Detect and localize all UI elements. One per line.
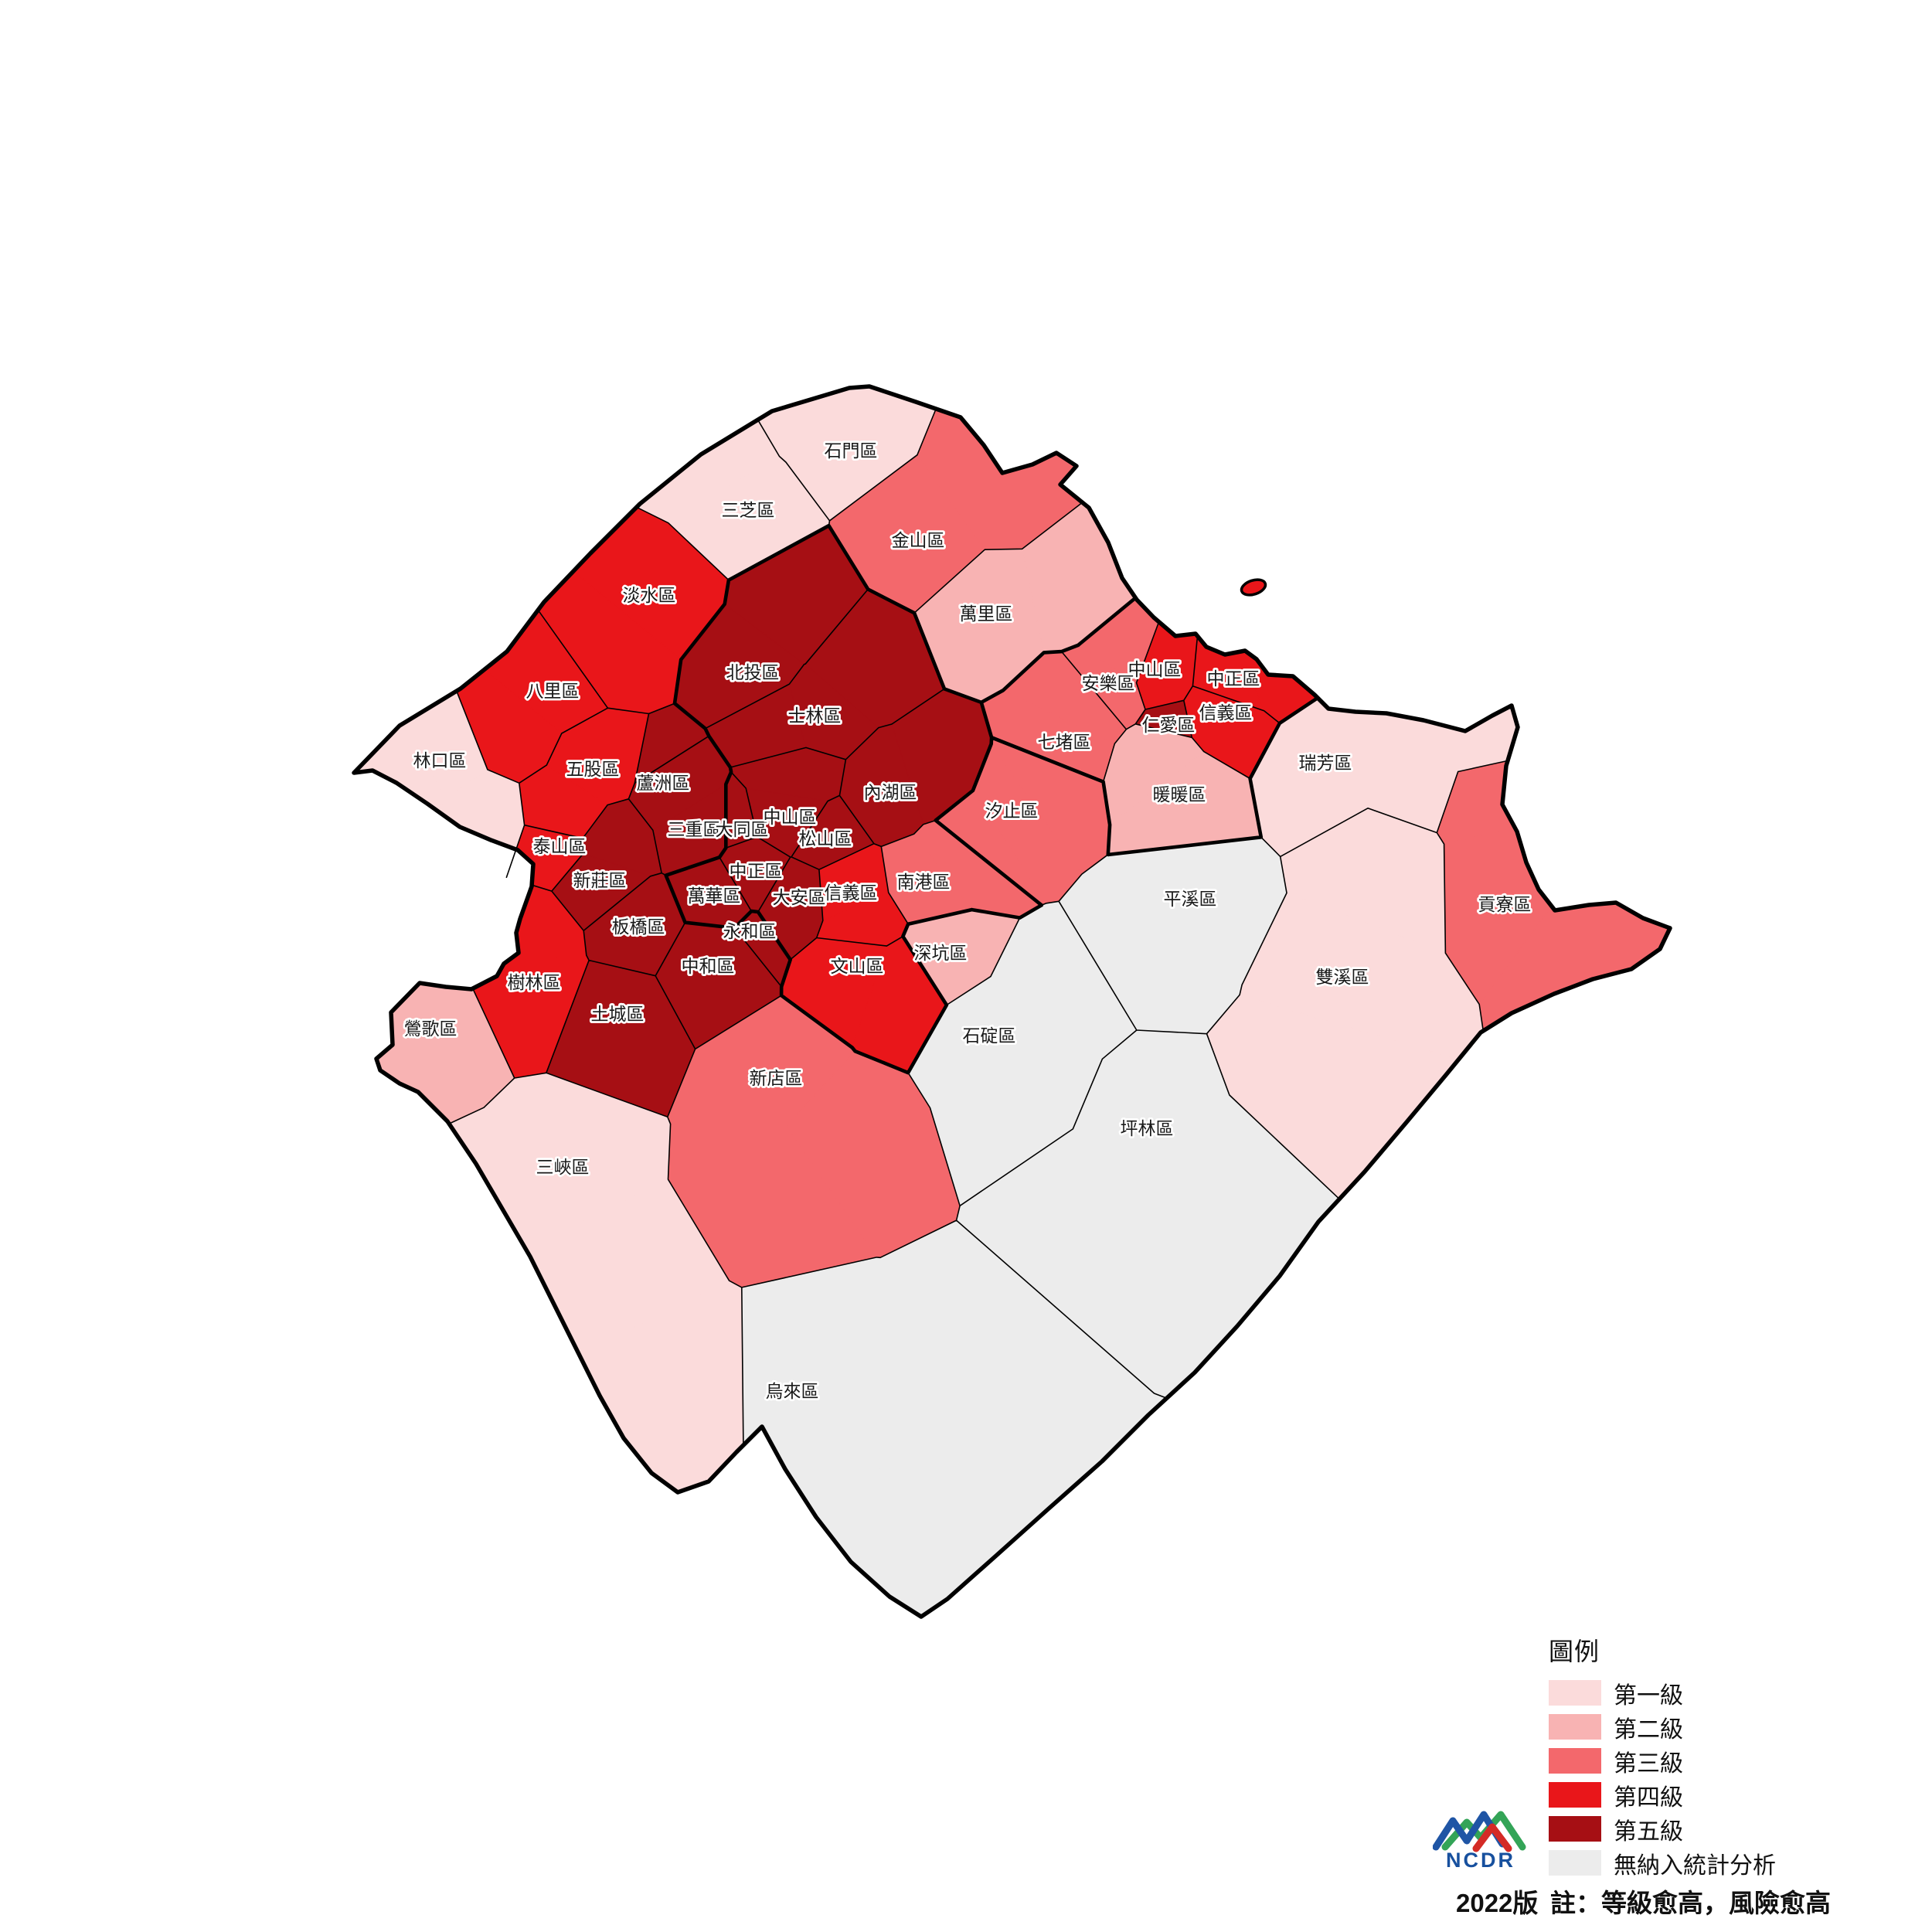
- map-outline: [352, 384, 1672, 1619]
- district-label-wugu: 五股區: [566, 759, 620, 779]
- district-label-songshan: 松山區: [799, 828, 852, 849]
- district-label-shulin: 樹林區: [508, 972, 561, 992]
- logo-text: NCDR: [1446, 1849, 1515, 1870]
- district-label-xinyi-keelung: 信義區: [1199, 702, 1253, 723]
- district-label-pingxi: 平溪區: [1164, 889, 1217, 909]
- district-label-shuangxi: 雙溪區: [1316, 967, 1369, 987]
- district-label-neihu: 內湖區: [864, 782, 917, 802]
- legend-swatch-level2: [1549, 1714, 1601, 1740]
- district-label-zhonghe: 中和區: [682, 956, 735, 976]
- district-label-jinshan: 金山區: [892, 530, 945, 550]
- district-label-xindian: 新店區: [750, 1068, 803, 1088]
- legend-label-level4: 第四級: [1614, 1784, 1683, 1811]
- legend-title: 圖例: [1549, 1638, 1600, 1665]
- footer-note: 註：等級愈高，風險愈高: [1550, 1889, 1831, 1917]
- district-label-zhongzheng-keelung: 中正區: [1207, 668, 1260, 689]
- district-label-tamsui: 淡水區: [623, 585, 676, 605]
- district-label-wulai: 烏來區: [766, 1381, 819, 1401]
- district-label-linkou: 林口區: [413, 750, 467, 770]
- legend-swatch-excluded: [1549, 1850, 1601, 1876]
- ncdr-logo: NCDR: [1432, 1804, 1533, 1872]
- district-label-zhongzheng-taipei: 中正區: [730, 861, 783, 881]
- district-label-ruifang: 瑞芳區: [1299, 753, 1352, 773]
- district-label-shenkeng: 深坑區: [914, 943, 968, 963]
- legend-row-level4: 第四級: [1549, 1782, 1776, 1811]
- district-label-banqiao: 板橋區: [612, 917, 665, 937]
- district-label-wenshan: 文山區: [831, 956, 884, 976]
- legend-label-excluded: 無納入統計分析: [1614, 1852, 1776, 1879]
- city-boundaries: [664, 523, 1320, 1075]
- district-label-qidu: 七堵區: [1038, 732, 1091, 752]
- district-label-sanxia: 三峽區: [536, 1157, 590, 1177]
- district-label-gongliao: 貢寮區: [1478, 894, 1532, 914]
- district-boundaries: [448, 408, 1509, 1446]
- district-label-xinzhuang: 新莊區: [573, 870, 627, 890]
- district-label-yonghe: 永和區: [723, 921, 777, 941]
- district-label-daan: 大安區: [773, 887, 826, 907]
- legend-label-level5: 第五級: [1614, 1818, 1683, 1845]
- district-label-pinglin: 坪林區: [1121, 1118, 1174, 1138]
- district-label-nuannuan: 暖暖區: [1153, 784, 1206, 804]
- logo-red-mountain: [1472, 1823, 1512, 1852]
- district-gongliao: 貢寮區: [1436, 760, 1671, 1032]
- legend-row-level3: 第三級: [1549, 1748, 1776, 1777]
- district-label-xizhi: 汐止區: [985, 801, 1039, 821]
- district-label-bali: 八里區: [526, 681, 580, 701]
- district-label-shiding: 石碇區: [963, 1026, 1016, 1046]
- district-label-sanchong: 三重區: [668, 819, 721, 839]
- district-label-yingge: 鶯歌區: [404, 1019, 457, 1039]
- district-label-datong: 大同區: [716, 819, 769, 839]
- district-label-zhongshan-taipei: 中山區: [764, 807, 817, 827]
- legend-row-level1: 第一級: [1549, 1680, 1776, 1709]
- ncdr-logo-graphic: NCDR: [1432, 1811, 1526, 1872]
- islet-基隆嶼: [1240, 578, 1267, 597]
- district-label-shimen: 石門區: [825, 440, 878, 461]
- legend-row-level2: 第二級: [1549, 1714, 1776, 1743]
- district-label-beitou: 北投區: [726, 662, 780, 682]
- district-label-renai: 仁愛區: [1142, 715, 1196, 735]
- district-label-luzhou: 蘆洲區: [637, 773, 690, 793]
- footer-version: 2022版: [1456, 1889, 1539, 1917]
- legend-label-level2: 第二級: [1614, 1716, 1683, 1743]
- district-label-nangang: 南港區: [897, 872, 951, 892]
- legend-swatch-level1: [1549, 1680, 1601, 1706]
- district-label-sanzhi: 三芝區: [722, 500, 775, 520]
- legend-row-excluded: 無納入統計分析: [1549, 1850, 1776, 1879]
- district-label-taishan: 泰山區: [533, 836, 587, 856]
- legend-swatch-level4: [1549, 1782, 1601, 1808]
- legend-row-level5: 第五級: [1549, 1816, 1776, 1845]
- district-label-anle: 安樂區: [1082, 673, 1135, 693]
- district-label-shilin: 士林區: [788, 706, 842, 726]
- legend-swatch-level3: [1549, 1748, 1601, 1774]
- legend-panel: 圖例 第一級 第二級 第三級 第四級 第五級 無納入統計分析: [1549, 1632, 1776, 1884]
- legend-label-level1: 第一級: [1614, 1682, 1683, 1709]
- legend-label-level3: 第三級: [1614, 1750, 1683, 1777]
- district-label-zhongshan-keelung: 中山區: [1128, 659, 1182, 679]
- legend-swatch-level5: [1549, 1816, 1601, 1842]
- district-label-wanli: 萬里區: [960, 604, 1013, 624]
- district-label-wanhua: 萬華區: [688, 886, 741, 906]
- district-label-xinyi-taipei: 信義區: [825, 883, 878, 903]
- district-label-tucheng: 土城區: [591, 1004, 645, 1024]
